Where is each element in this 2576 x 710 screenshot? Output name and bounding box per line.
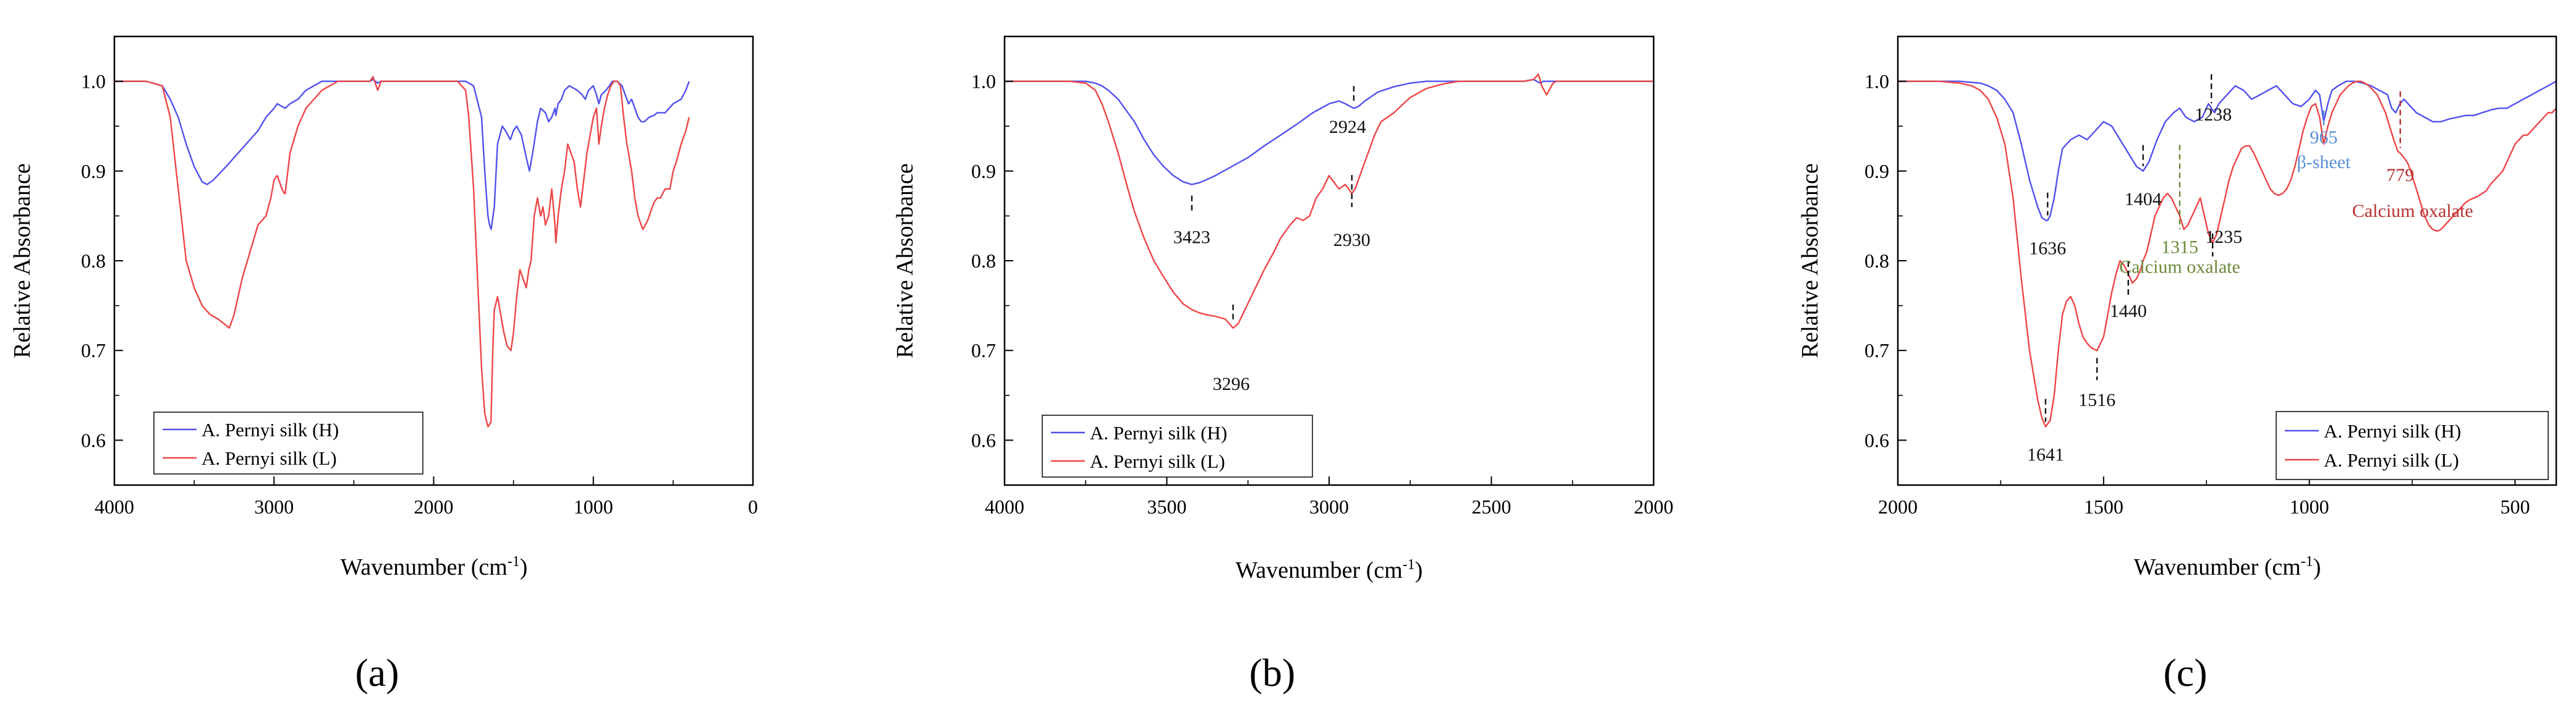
series-line-h (1898, 80, 2557, 221)
ticks-layer: 2000 1500 1000 500 0.6 0.7 0.8 0.9 1.0 (1864, 70, 2530, 518)
x-tick-label: 1000 (574, 496, 613, 518)
y-tick-label: 0.6 (81, 429, 106, 451)
x-tick-label: 4000 (985, 496, 1024, 518)
y-tick-label: 1.0 (81, 70, 106, 93)
peak-label: β-sheet (2297, 152, 2351, 172)
peak-label: 1404 (2125, 189, 2162, 209)
legend-label-l: A. Pernyi silk (L) (202, 447, 337, 469)
x-tick-label: 3500 (1147, 496, 1187, 518)
legend-label-h: A. Pernyi silk (H) (2324, 420, 2461, 442)
y-tick-label: 0.9 (81, 160, 106, 182)
chart-panel-a: 4000 3000 2000 1000 0 0.6 0.7 0.8 0.9 1.0 Relativ… (9, 35, 758, 695)
peak-label: 1636 (2029, 239, 2066, 259)
series-line-l (1005, 73, 1654, 329)
y-tick-label: 1.0 (1864, 70, 1889, 93)
legend-label-l: A. Pernyi silk (L) (1090, 450, 1225, 472)
peak-label: 3296 (1213, 374, 1250, 394)
peak-label: 1315 (2161, 237, 2198, 257)
x-axis-label: Wavenumber (cm-1) (2134, 554, 2321, 580)
legend: A. Pernyi silk (H) A. Pernyi silk (L) (2276, 411, 2549, 480)
peak-label: 1440 (2110, 301, 2147, 321)
annotation-layer: 1636 1404 1238 965 β-sheet 779 Calcium oxalate… (2027, 74, 2473, 465)
x-tick-label: 2000 (414, 496, 454, 518)
peak-label: 1238 (2195, 104, 2232, 125)
annotation-layer: 3423 2924 2930 3296 (1173, 86, 1371, 394)
series-line-l (114, 76, 690, 428)
x-tick-label: 1000 (2290, 496, 2329, 518)
y-tick-label: 0.7 (1864, 339, 1889, 361)
x-tick-label: 500 (2500, 496, 2530, 518)
peak-label: 965 (2310, 127, 2337, 148)
series-layer (1005, 73, 1654, 329)
legend: A. Pernyi silk (H) A. Pernyi silk (L) (153, 412, 423, 475)
x-axis-label: Wavenumber (cm-1) (1236, 557, 1423, 583)
legend-box (1042, 415, 1313, 478)
x-tick-label: 3000 (1309, 496, 1349, 518)
peak-label: 1641 (2027, 445, 2064, 465)
y-tick-label: 0.8 (971, 250, 996, 272)
x-tick-label: 4000 (95, 496, 134, 518)
panel-label-a: (a) (355, 651, 399, 695)
y-tick-label: 0.9 (1864, 160, 1889, 182)
panel-label-c: (c) (2163, 651, 2207, 695)
y-tick-label: 0.6 (971, 429, 996, 451)
x-tick-label: 0 (748, 496, 758, 518)
legend-label-h: A. Pernyi silk (H) (1090, 422, 1227, 444)
peak-label: 2924 (1329, 117, 1366, 137)
x-tick-label: 1500 (2084, 496, 2123, 518)
y-tick-label: 1.0 (971, 70, 996, 93)
peak-label: 1235 (2205, 227, 2242, 247)
x-tick-label: 2500 (1472, 496, 1511, 518)
y-tick-label: 0.9 (971, 160, 996, 182)
series-line-l (1898, 80, 2557, 428)
series-line-h (114, 78, 690, 230)
legend-box (2276, 411, 2549, 480)
series-layer (114, 76, 690, 428)
peak-label: Calcium oxalate (2119, 256, 2240, 277)
series-layer (1898, 80, 2557, 428)
legend: A. Pernyi silk (H) A. Pernyi silk (L) (1042, 415, 1313, 478)
y-tick-label: 0.7 (81, 339, 106, 361)
y-tick-label: 0.8 (81, 250, 106, 272)
panel-label-b: (b) (1249, 651, 1296, 695)
y-tick-label: 0.7 (971, 339, 996, 361)
peak-label: 2930 (1333, 230, 1371, 250)
x-tick-label: 2000 (1634, 496, 1673, 518)
peak-label: 1516 (2078, 390, 2115, 410)
legend-box (153, 412, 423, 475)
x-tick-label: 2000 (1878, 496, 1918, 518)
y-axis-label: Relative Absorbance (9, 163, 35, 358)
legend-label-h: A. Pernyi silk (H) (202, 419, 339, 441)
y-tick-label: 0.8 (1864, 250, 1889, 272)
ticks-layer: 4000 3500 3000 2500 2000 0.6 0.7 0.8 0.9 1.0 (971, 70, 1673, 518)
y-axis-label: Relative Absorbance (1797, 163, 1823, 358)
legend-label-l: A. Pernyi silk (L) (2324, 449, 2459, 471)
peak-label: 3423 (1173, 227, 1210, 248)
chart-panel-b: 4000 3500 3000 2500 2000 0.6 0.7 0.8 0.9 1.0 3423… (892, 35, 1673, 695)
ticks-layer: 4000 3000 2000 1000 0 0.6 0.7 0.8 0.9 1.0 (81, 70, 758, 518)
y-axis-label: Relative Absorbance (892, 163, 918, 358)
peak-label: Calcium oxalate (2352, 201, 2473, 221)
y-tick-label: 0.6 (1864, 429, 1889, 451)
x-axis-label: Wavenumber (cm-1) (341, 554, 528, 580)
x-tick-label: 3000 (254, 496, 294, 518)
peak-label: 779 (2386, 165, 2414, 185)
